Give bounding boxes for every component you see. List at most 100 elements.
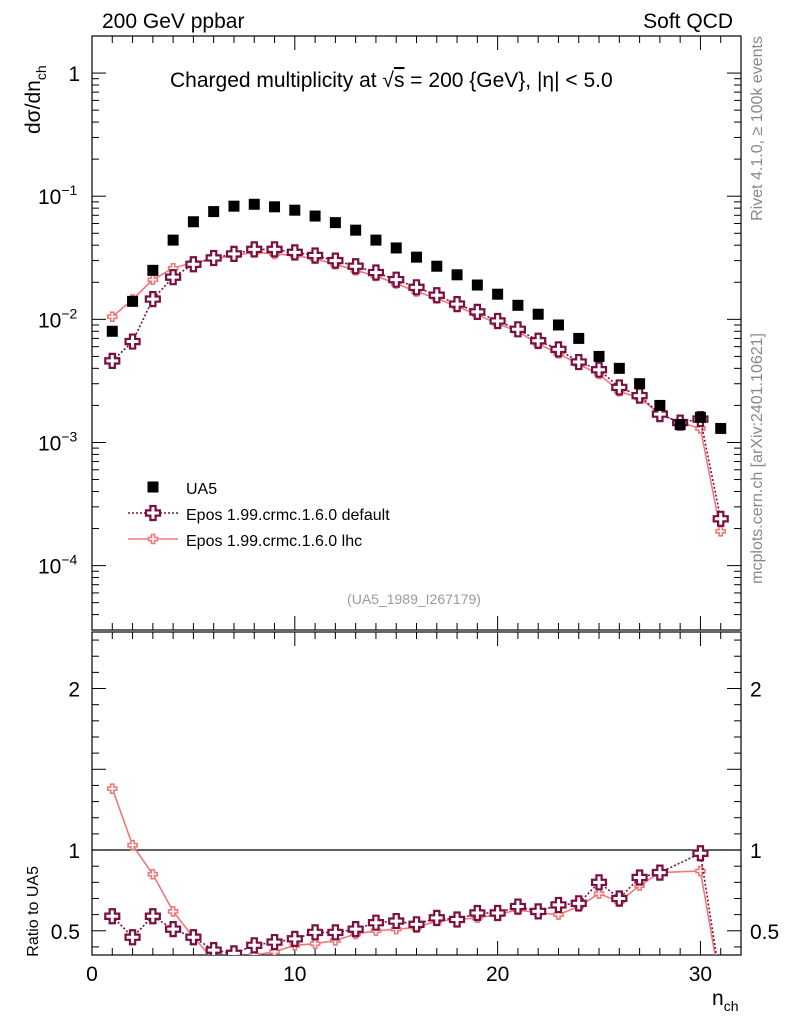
side-label-mcplots: mcplots.cern.ch [arXiv:2401.10621] — [749, 333, 766, 584]
data-point — [124, 333, 141, 350]
title-s: s — [394, 69, 405, 92]
data-point — [712, 510, 729, 527]
data-point — [327, 924, 344, 941]
y-tick-label: 10−3 — [38, 428, 78, 455]
main-title: Charged multiplicity at √s = 200 {GeV}, … — [170, 69, 613, 92]
data-point — [309, 938, 321, 949]
data-point — [695, 865, 706, 877]
header-right-label: Soft QCD — [643, 10, 733, 33]
x-tick-label: 10 — [283, 963, 306, 986]
y-tick-base: 10 — [38, 432, 61, 455]
data-point — [147, 533, 159, 545]
data-point — [347, 258, 364, 275]
data-point — [492, 288, 504, 300]
data-point — [593, 350, 605, 362]
data-point — [715, 422, 727, 434]
legend-label-epos-lhc: Epos 1.99.crmc.1.6.0 lhc — [186, 533, 362, 550]
data-point — [411, 251, 422, 263]
data-point — [306, 247, 324, 264]
header-left-label: 200 GeV ppbar — [102, 10, 244, 33]
main-y-axis: 110−110−210−310−4 — [38, 35, 741, 631]
data-point — [590, 874, 608, 891]
data-point — [246, 937, 263, 954]
ratio-y-axis-label: Ratio to UA5 — [25, 866, 42, 957]
data-point — [489, 904, 506, 922]
data-point — [269, 201, 281, 213]
y-tick-label: 10−2 — [38, 305, 78, 332]
y-tick-exponent: −1 — [61, 182, 77, 198]
data-point — [489, 312, 506, 330]
y-tick-exponent: −2 — [61, 305, 77, 321]
y-tick-label: 1 — [68, 840, 80, 863]
data-point — [390, 242, 402, 254]
data-point — [106, 311, 118, 323]
data-point — [211, 954, 217, 955]
data-point — [147, 264, 159, 276]
legend-label-ua5: UA5 — [186, 481, 217, 498]
data-point — [408, 279, 425, 296]
data-point — [651, 864, 668, 881]
data-point — [570, 353, 587, 371]
title-sqrt-sign: √ — [382, 69, 394, 92]
data-point — [388, 271, 405, 288]
data-point — [144, 908, 161, 925]
data-point — [167, 906, 179, 917]
reference-label: (UA5_1989_I267179) — [347, 591, 481, 607]
data-point — [147, 868, 159, 880]
ratio-plot-frame — [91, 631, 742, 956]
data-point — [550, 896, 567, 914]
data-point — [124, 929, 141, 946]
data-point — [651, 406, 668, 423]
data-point — [104, 908, 121, 925]
data-point — [694, 411, 706, 423]
data-point — [611, 890, 628, 907]
data-point — [428, 287, 445, 304]
data-point — [165, 921, 182, 938]
y-tick-base: 10 — [38, 186, 61, 209]
data-point — [127, 295, 139, 307]
data-point — [144, 291, 161, 308]
y-tick-label-right: 1 — [750, 840, 762, 863]
data-point — [205, 249, 222, 267]
ratio-x-axis: 0 10 20 30 — [86, 632, 742, 986]
ratio-panel: 0.5 0.5 1 1 2 2 0 10 20 30 Ratio to UA5 nch — [25, 631, 779, 1014]
data-point — [530, 332, 547, 349]
data-point — [248, 198, 260, 210]
data-point — [611, 379, 628, 396]
data-point — [286, 244, 303, 261]
data-point — [408, 916, 425, 933]
data-point — [532, 308, 544, 320]
title-text-pre: Charged multiplicity at — [170, 69, 382, 92]
y-tick-label: 2 — [68, 679, 80, 702]
data-point — [550, 341, 567, 358]
data-point — [266, 933, 283, 951]
y-tick-label-right: 0.5 — [750, 921, 779, 944]
data-point — [225, 945, 243, 955]
side-label-rivet: Rivet 4.1.0, ≥ 100k events — [749, 36, 766, 221]
data-point — [327, 252, 344, 269]
data-point — [570, 895, 587, 912]
legend-symbol-epos-default — [128, 504, 178, 522]
data-point — [431, 260, 443, 272]
data-point — [225, 245, 243, 262]
data-point — [573, 332, 585, 344]
data-point — [127, 839, 138, 851]
data-point — [367, 264, 385, 281]
legend-symbol-ua5 — [147, 481, 159, 493]
data-point — [512, 299, 524, 311]
legend: UA5 Epos 1.99.crmc.1.6.0 default Epos 1.… — [128, 481, 390, 550]
data-point — [469, 904, 486, 922]
data-point — [208, 206, 220, 218]
x-tick-label: 30 — [689, 963, 712, 986]
data-point — [106, 325, 118, 337]
data-point — [448, 911, 466, 928]
data-point — [428, 909, 445, 926]
data-point — [388, 912, 405, 930]
main-y-axis-label: dσ/dnch — [22, 65, 49, 134]
x-axis-label: nch — [712, 987, 738, 1014]
y-tick-exponent: −3 — [61, 428, 77, 444]
y-tick-exponent: −4 — [61, 552, 77, 568]
data-point — [674, 418, 686, 430]
x-tick-label: 20 — [486, 963, 509, 986]
